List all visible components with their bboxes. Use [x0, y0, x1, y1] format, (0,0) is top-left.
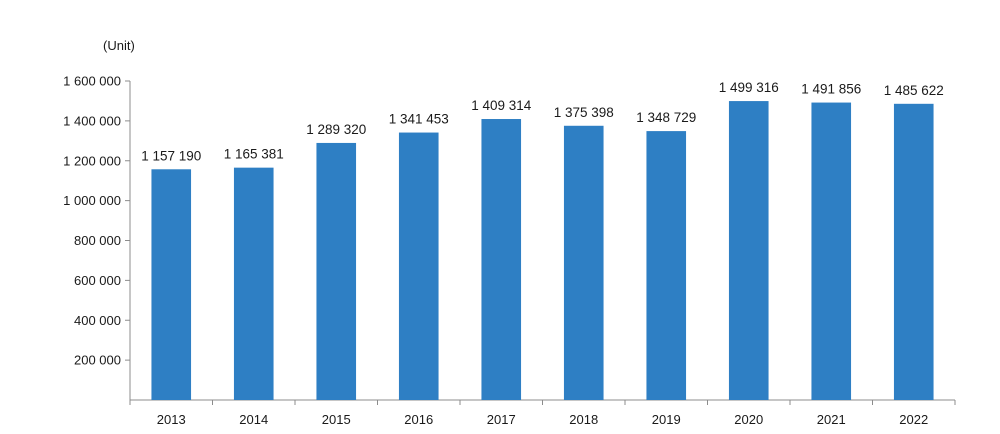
bar-2016	[398, 132, 439, 401]
y-tick-label: 1 200 000	[63, 153, 121, 168]
bar-2017	[481, 119, 522, 401]
data-label-2016: 1 341 453	[389, 112, 449, 127]
y-tick-label: 400 000	[74, 313, 121, 328]
data-label-2020: 1 499 316	[719, 80, 779, 95]
x-tick-label: 2018	[569, 412, 598, 427]
data-label-2018: 1 375 398	[554, 105, 614, 120]
bar-2014	[233, 167, 274, 400]
bar-2015	[316, 142, 357, 400]
x-tick-label: 2020	[734, 412, 763, 427]
x-tick-label: 2022	[899, 412, 928, 427]
y-tick-label: 1 600 000	[63, 74, 121, 89]
x-tick-label: 2021	[817, 412, 846, 427]
bar-2021	[811, 102, 852, 400]
x-axis: 2013 2014 2015 2016 2017 2018 2019 2020 2021 2022	[129, 399, 956, 427]
x-tick-label: 2019	[652, 412, 681, 427]
data-label-2014: 1 165 381	[224, 147, 284, 162]
y-tick-label: 1 400 000	[63, 113, 121, 128]
y-axis-unit-label: (Unit)	[103, 38, 135, 53]
y-tick-label: 1 000 000	[63, 193, 121, 208]
x-tick-label: 2016	[404, 412, 433, 427]
data-label-2013: 1 157 190	[141, 148, 201, 163]
data-label-2017: 1 409 314	[471, 98, 532, 113]
y-tick-label: 800 000	[74, 233, 121, 248]
x-tick-label: 2017	[487, 412, 516, 427]
y-tick-label: 200 000	[74, 353, 121, 368]
bar-2018	[563, 125, 604, 400]
data-label-2019: 1 348 729	[636, 110, 696, 125]
x-tick-label: 2015	[322, 412, 351, 427]
x-tick-label: 2013	[157, 412, 186, 427]
bar-2013	[151, 169, 192, 400]
data-label-2015: 1 289 320	[306, 122, 366, 137]
data-label-2022: 1 485 622	[884, 83, 944, 98]
y-tick-label: 600 000	[74, 273, 121, 288]
bar-2020	[728, 101, 769, 400]
bar-2019	[646, 131, 687, 400]
data-label-2021: 1 491 856	[801, 82, 861, 97]
data-labels: 1 157 190 1 165 381 1 289 320 1 341 453 1 40…	[141, 80, 944, 163]
bars	[151, 101, 934, 401]
x-tick-label: 2014	[239, 412, 268, 427]
y-axis: 200 000 400 000 600 000 800 000 1 000 000 1 2…	[63, 74, 131, 400]
bar-2022	[893, 103, 934, 401]
